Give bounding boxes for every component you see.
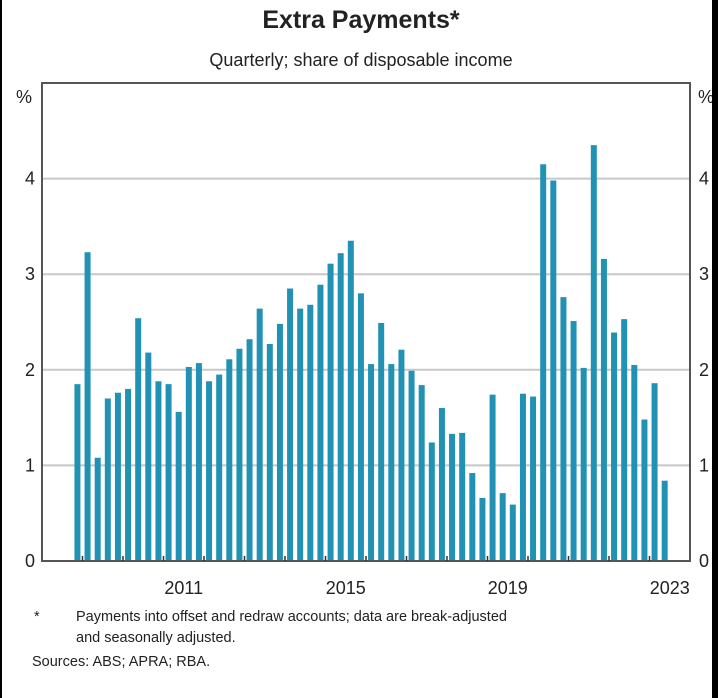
- y-tick-label-right: 3: [699, 264, 709, 284]
- bar: [540, 164, 547, 561]
- bar: [317, 284, 324, 561]
- bar: [145, 352, 152, 561]
- sources: Sources: ABS; APRA; RBA.: [32, 654, 211, 670]
- bar: [125, 388, 132, 561]
- bar: [651, 383, 658, 561]
- x-tick-label: 2015: [326, 578, 366, 598]
- footnote-line-2: and seasonally adjusted.: [76, 630, 236, 646]
- bar: [246, 339, 253, 561]
- bar: [256, 308, 263, 561]
- bar: [590, 145, 597, 561]
- bar: [347, 240, 354, 562]
- bar: [418, 385, 425, 561]
- bar: [641, 419, 648, 561]
- bar: [479, 497, 486, 561]
- bar: [489, 394, 496, 561]
- bar: [509, 504, 516, 561]
- y-tick-label-right: 2: [699, 360, 709, 380]
- bar: [469, 473, 476, 561]
- y-tick-label-right: 4: [699, 169, 709, 189]
- bar: [661, 480, 668, 561]
- y-tick-label-left: 3: [25, 264, 35, 284]
- bar: [175, 411, 182, 561]
- x-tick-label: 2023: [650, 578, 690, 598]
- bar: [438, 408, 445, 561]
- x-tick-label: 2011: [164, 578, 203, 598]
- bar: [368, 364, 375, 561]
- y-tick-label-right: 0: [699, 551, 709, 571]
- bar: [216, 374, 223, 561]
- bar: [337, 253, 344, 561]
- bar: [428, 442, 435, 561]
- bar: [114, 392, 121, 561]
- y-tick-label-left: 4: [25, 169, 35, 189]
- footnote-marker: *: [34, 609, 40, 625]
- y-tick-label-left: 1: [25, 455, 35, 475]
- bar: [185, 366, 192, 561]
- bar: [600, 258, 607, 561]
- y-tick-label-left: 2: [25, 360, 35, 380]
- bar: [550, 180, 557, 561]
- bar: [611, 332, 618, 561]
- bar: [94, 457, 101, 561]
- bar: [236, 348, 243, 561]
- bar: [408, 370, 415, 561]
- bar: [449, 433, 456, 561]
- y-axis-label-right: %: [698, 87, 712, 107]
- bar: [378, 322, 385, 561]
- bar: [307, 304, 314, 561]
- x-tick-label: 2019: [488, 578, 528, 598]
- bar: [570, 321, 577, 561]
- bar: [206, 381, 213, 561]
- bar: [135, 318, 142, 561]
- bar: [621, 319, 628, 561]
- bar: [84, 252, 91, 561]
- bar: [155, 381, 162, 561]
- bar: [398, 349, 405, 561]
- bar: [327, 263, 334, 561]
- bar: [388, 364, 395, 561]
- footnote-line-1: Payments into offset and redraw accounts…: [76, 609, 507, 625]
- chart-title: Extra Payments*: [262, 6, 460, 34]
- bar: [580, 367, 587, 561]
- bar: [287, 288, 294, 561]
- y-tick-label-left: 0: [25, 551, 35, 571]
- y-tick-label-right: 1: [699, 455, 709, 475]
- bar: [195, 363, 202, 561]
- bar: [226, 359, 233, 561]
- bar: [530, 396, 537, 561]
- bar: [266, 343, 273, 561]
- bar: [560, 297, 567, 561]
- y-axis-label-left: %: [16, 87, 32, 107]
- chart-subtitle: Quarterly; share of disposable income: [209, 50, 513, 70]
- bar: [165, 384, 172, 561]
- bar: [631, 365, 638, 561]
- bar: [519, 393, 526, 561]
- bar: [499, 493, 506, 561]
- bar: [459, 432, 466, 561]
- bar: [297, 308, 304, 561]
- bar: [357, 293, 364, 561]
- bar: [104, 398, 111, 561]
- bar: [276, 323, 283, 561]
- bar: [74, 384, 81, 561]
